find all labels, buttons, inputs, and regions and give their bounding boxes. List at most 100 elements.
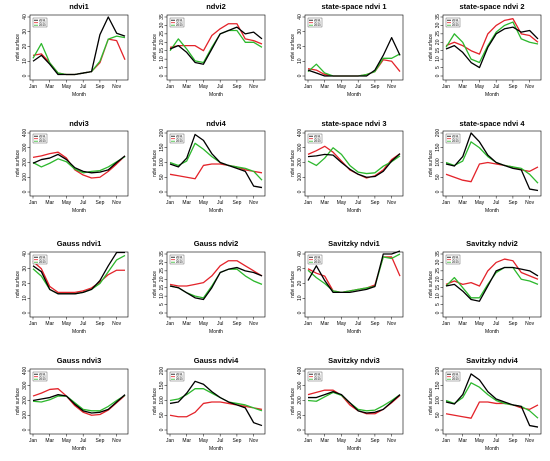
chart-title: Savitzky ndvi2 [466,239,518,248]
x-tick-label: Sep [370,438,379,444]
plot-frame [442,368,542,435]
y-axis-label: ndvi surface [290,34,296,61]
y-tick-label: 20 [159,39,165,45]
legend-label: 2011 [176,372,183,376]
y-tick-label: 150 [159,143,165,152]
legend-label: 2012 [452,21,459,25]
x-tick-label: May [337,321,347,327]
plot-frame [166,251,266,318]
series-line-2011 [169,380,263,427]
x-tick-label: Mar [458,321,467,327]
x-tick-label: Mar [320,84,329,90]
legend-label: 2012 [314,137,321,141]
x-tick-label: Sep [232,200,241,206]
y-tick-label: 35 [435,14,441,20]
y-axis-label: ndvi surface [15,150,21,177]
y-axis-label: ndvi surface [428,34,434,61]
legend-label: 2013 [39,139,46,143]
x-tick-label: Nov [249,438,258,444]
y-axis-label: ndvi surface [152,388,158,415]
chart-panel: ndvi2 0 5 10 15 20 25 30 35 ndvi surface Jan Mar May… [152,2,266,98]
y-tick-label: 0 [22,74,28,77]
x-tick-label: Nov [112,438,121,444]
legend-label: 2012 [314,375,321,379]
x-tick-label: Nov [387,200,396,206]
y-axis-label: ndvi surface [15,34,21,61]
legend-box [445,17,461,28]
y-tick-label: 20 [22,44,28,50]
x-tick-label: Sep [508,200,517,206]
plot-frame [29,14,129,81]
legend-box [307,17,323,28]
y-axis-label: ndvi surface [428,150,434,177]
y-tick-label: 20 [159,276,165,282]
y-tick-label: 20 [297,44,303,50]
y-tick-label: 400 [22,367,28,376]
series-line-2011 [307,153,401,178]
chart-panel: state-space ndvi 3 0 100 200 300 400 ndvi surf… [290,119,404,214]
x-tick-label: Mar [45,84,54,90]
chart-title: Savitzky ndvi3 [328,356,380,365]
y-tick-label: 10 [297,58,303,64]
x-tick-label: Jul [355,84,361,90]
x-axis-label: Month [347,92,361,98]
legend-label: 2013 [314,260,321,264]
chart-title: ndvi3 [69,119,89,128]
y-tick-label: 300 [22,381,28,390]
x-tick-label: May [62,84,72,90]
plot-frame [166,130,266,197]
chart-panel: Gauss ndvi1 0 10 20 30 40 ndvi surface Jan Mar Ma… [15,239,129,335]
legend-label: 2012 [39,21,46,25]
y-tick-label: 0 [435,311,441,314]
legend-box [307,133,323,144]
series-line-2011 [169,26,263,65]
legend-box [32,254,48,265]
x-tick-label: May [199,84,209,90]
legend-box [445,371,461,382]
legend-label: 2013 [452,139,459,143]
series-line-2012 [445,161,539,183]
x-tick-label: Mar [182,200,191,206]
y-tick-label: 35 [159,14,165,20]
x-tick-label: Jan [304,200,312,206]
x-tick-label: Jan [442,200,450,206]
y-tick-label: 40 [297,14,303,20]
y-tick-label: 0 [22,428,28,431]
plot-frame [29,368,129,435]
x-tick-label: Nov [112,321,121,327]
series-line-2011 [169,133,263,189]
y-tick-label: 15 [159,48,165,54]
x-tick-label: Sep [95,438,104,444]
x-tick-label: Jan [29,321,37,327]
series-line-2011 [169,266,263,301]
chart-panel: Savitzky ndvi3 0 100 200 300 400 ndvi surface J… [290,356,404,452]
y-axis-label: ndvi surface [152,150,158,177]
plot-frame [166,14,266,81]
y-tick-label: 15 [159,285,165,291]
y-tick-label: 300 [297,381,303,390]
x-tick-label: Mar [458,84,467,90]
y-tick-label: 10 [159,56,165,62]
x-tick-label: Mar [320,200,329,206]
y-tick-label: 10 [435,56,441,62]
x-tick-label: Jul [80,84,86,90]
legend-label: 2012 [452,258,459,262]
chart-title: Gauss ndvi4 [194,356,239,365]
y-tick-label: 5 [435,66,441,69]
y-tick-label: 300 [297,143,303,152]
x-tick-label: Sep [370,321,379,327]
y-tick-label: 5 [435,303,441,306]
series-line-2012 [445,18,539,55]
plot-frame [304,251,404,318]
chart-title: ndvi2 [206,2,226,11]
y-axis-label: ndvi surface [428,388,434,415]
legend-label: 2013 [314,139,321,143]
y-tick-label: 150 [435,381,441,390]
x-tick-label: Jan [29,438,37,444]
legend-label: 2011 [176,255,183,259]
x-tick-label: Jan [29,84,37,90]
x-tick-label: May [62,200,72,206]
legend-box [169,254,185,265]
plot-frame [166,368,266,435]
